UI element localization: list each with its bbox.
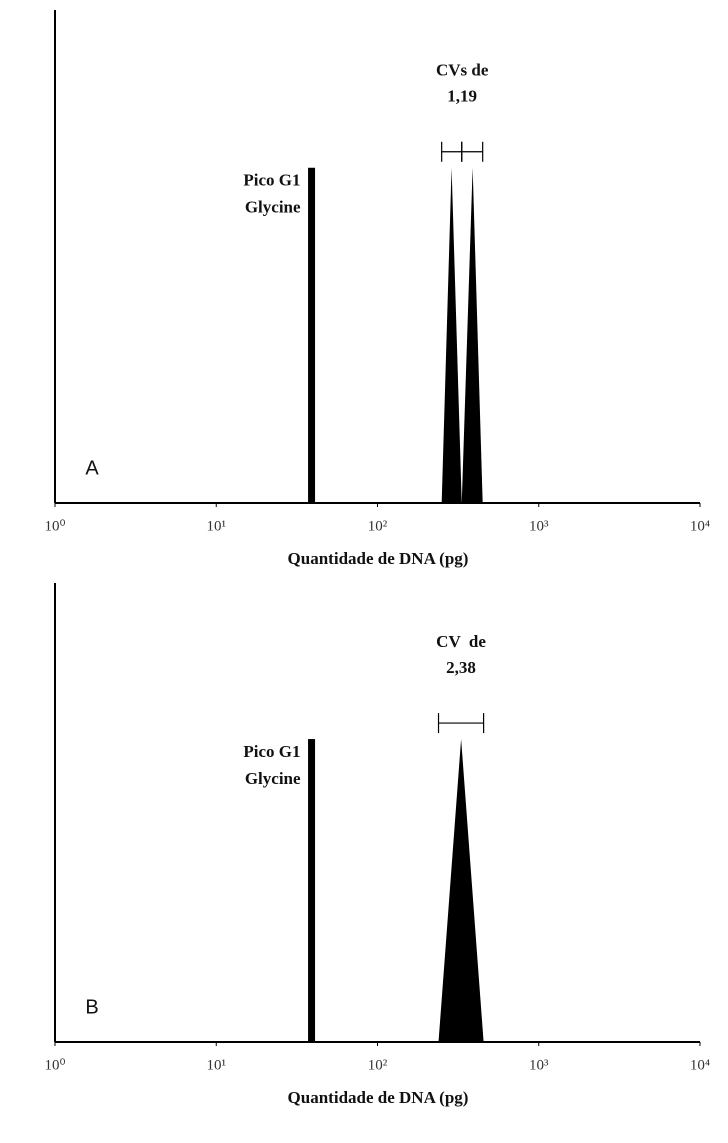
x-tick-label: 10² [368,518,388,534]
peak [438,739,484,1042]
x-tick-label: 10⁴ [690,518,710,534]
cv-label: CVs de [436,61,489,80]
g1-label: Glycine [245,198,301,217]
peak [441,167,462,503]
x-tick-label: 10¹ [207,518,227,534]
x-tick-label: 10³ [529,518,549,534]
g1-label: Pico G1 [243,742,300,761]
g1-bar [308,739,316,1042]
x-tick-label: 10⁴ [690,1057,710,1073]
cv-label: 1,19 [447,87,477,106]
panel-label: B [85,996,98,1018]
cv-label: 2,38 [446,658,476,677]
peak [461,167,483,503]
g1-bar [308,167,316,503]
cv-label: CV de [436,632,486,651]
g1-label: Pico G1 [243,171,300,190]
x-tick-label: 10⁰ [44,518,65,534]
x-tick-label: 10³ [529,1057,549,1073]
x-tick-label: 10⁰ [44,1057,65,1073]
x-tick-label: 10¹ [207,1057,227,1073]
panel-label: A [85,457,99,479]
x-tick-label: 10² [368,1057,388,1073]
g1-label: Glycine [245,769,301,788]
x-axis-label: Quantidade de DNA (pg) [288,1088,469,1107]
x-axis-label: Quantidade de DNA (pg) [288,549,469,568]
